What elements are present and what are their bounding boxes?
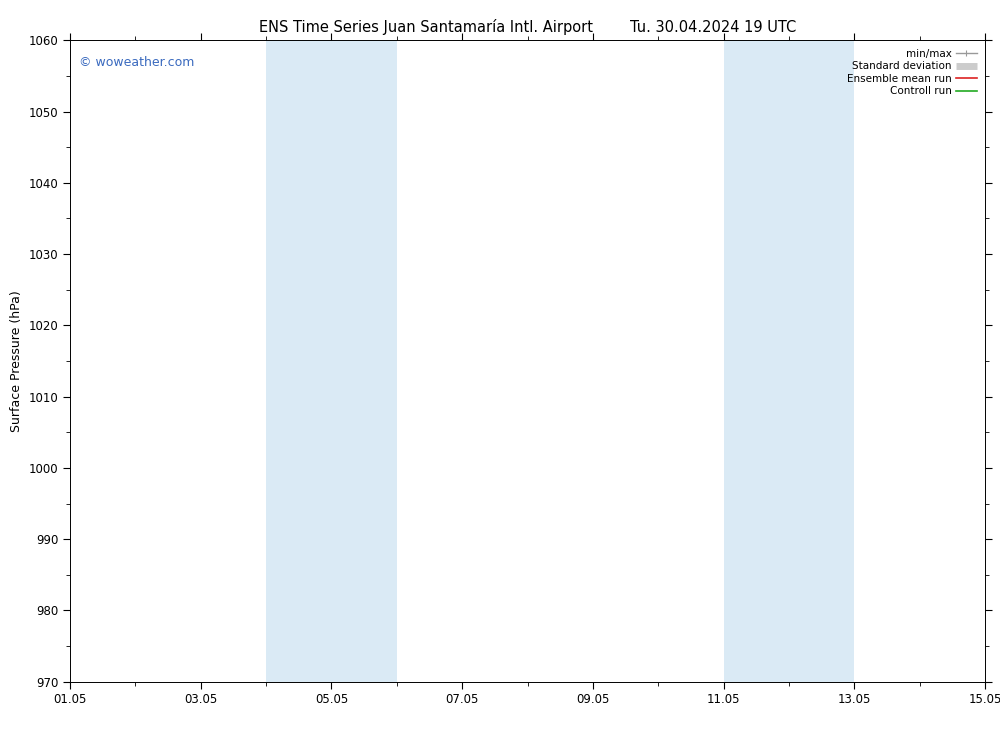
- Y-axis label: Surface Pressure (hPa): Surface Pressure (hPa): [10, 290, 23, 432]
- Text: © woweather.com: © woweather.com: [79, 56, 195, 70]
- Bar: [724, 40, 854, 682]
- Bar: [266, 40, 397, 682]
- Title: ENS Time Series Juan Santamaría Intl. Airport        Tu. 30.04.2024 19 UTC: ENS Time Series Juan Santamaría Intl. Ai…: [259, 19, 796, 35]
- Legend: min/max, Standard deviation, Ensemble mean run, Controll run: min/max, Standard deviation, Ensemble me…: [843, 45, 981, 100]
